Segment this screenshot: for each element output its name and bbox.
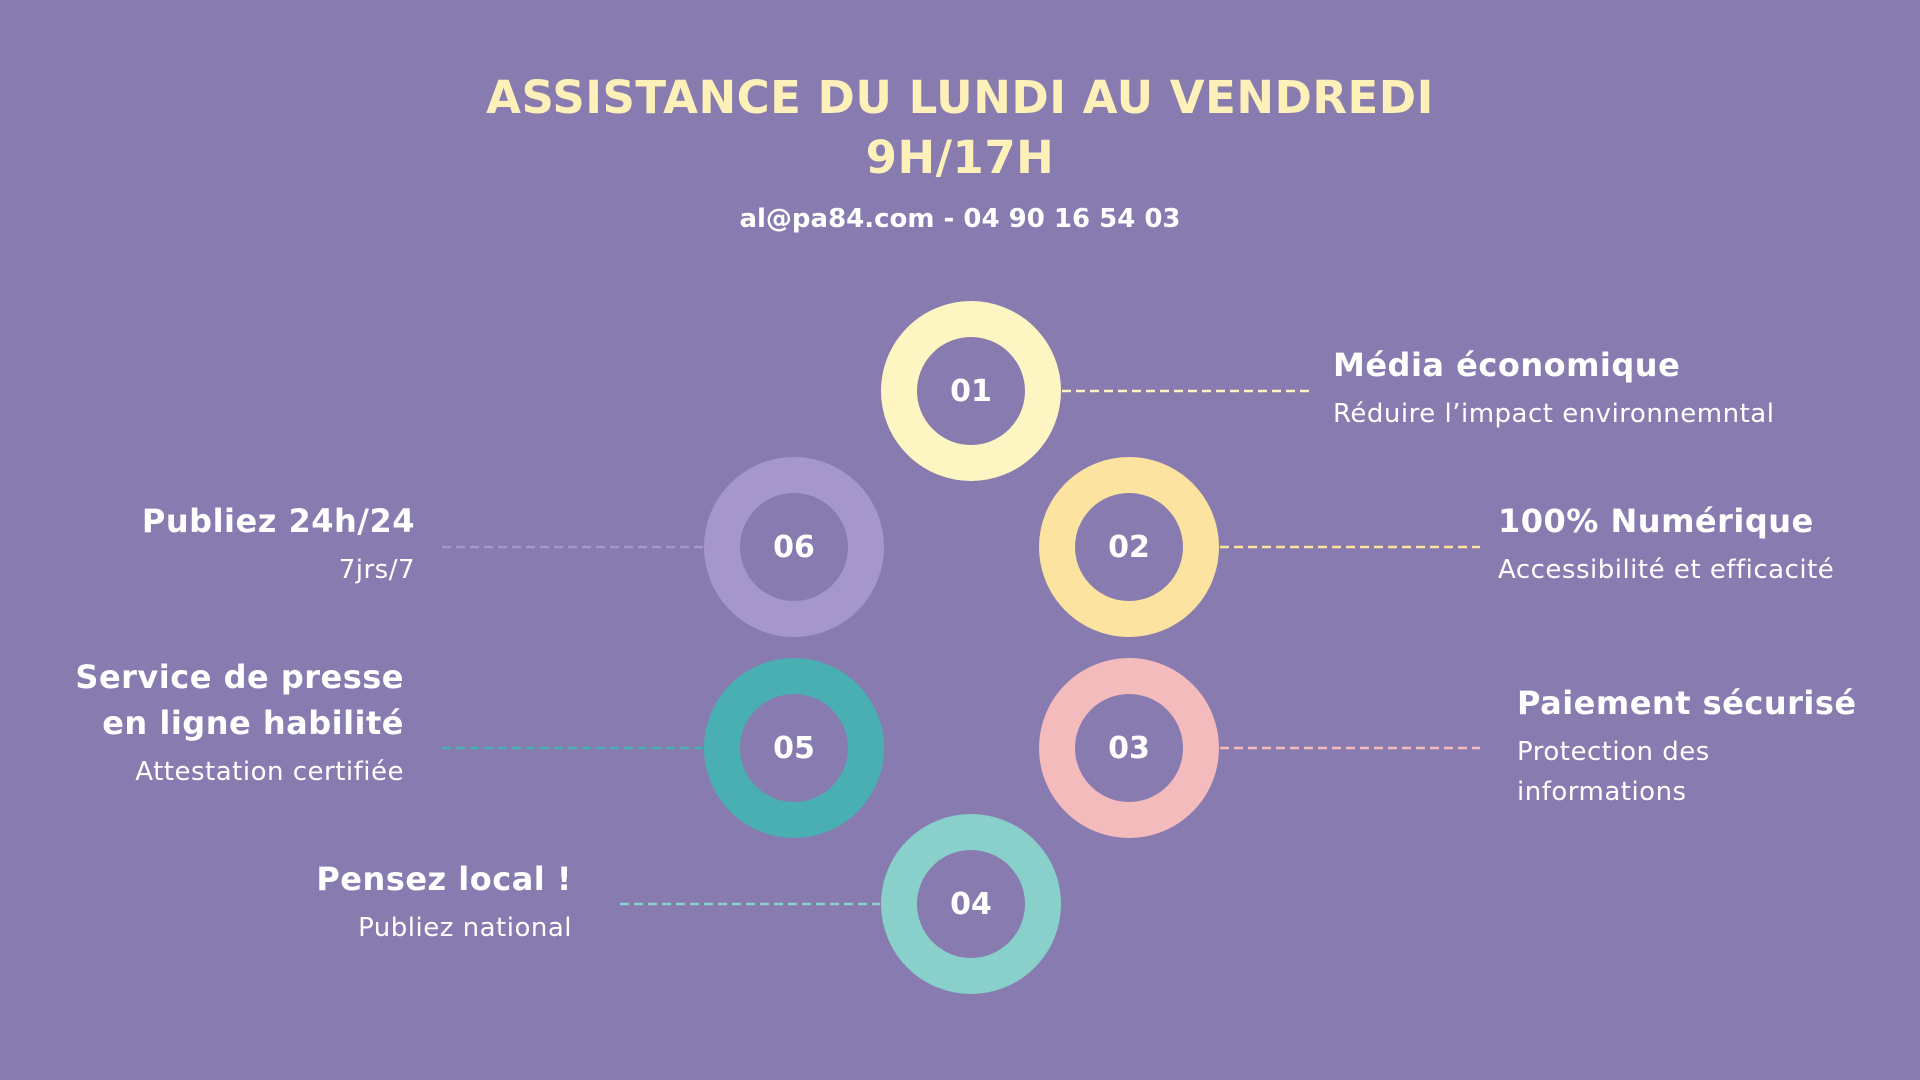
step-01-number: 01 [950,373,992,409]
step-02-ring: 02 [1039,457,1219,637]
step-03-subtitle-line-2: informations [1517,777,1687,807]
step-03-subtitle-line-1: Protection des [1517,737,1710,767]
step-06-label: Publiez 24h/24 7jrs/7 [142,498,415,590]
step-04-ring: 04 [881,814,1061,994]
step-04-title: Pensez local ! [316,860,572,898]
step-05-title-line-1: Service de presse [75,658,404,696]
step-02-label: 100% Numérique Accessibilité et efficaci… [1498,498,1834,590]
step-05-ring: 05 [704,658,884,838]
step-02-number: 02 [1108,529,1150,565]
step-05-title: Service de presse en ligne habilité [75,654,404,746]
step-03-ring: 03 [1039,658,1219,838]
step-01-subtitle: Réduire l’impact environnemntal [1333,399,1775,429]
step-02-subtitle: Accessibilité et efficacité [1498,555,1835,585]
step-05-number: 05 [773,730,815,766]
step-05-label: Service de presse en ligne habilité Atte… [75,654,404,792]
step-04-subtitle: Publiez national [358,913,572,943]
step-01-label: Média économique Réduire l’impact enviro… [1333,342,1774,434]
step-01-ring: 01 [881,301,1061,481]
step-03-title: Paiement sécurisé [1517,684,1857,722]
step-03-number: 03 [1108,730,1150,766]
step-05-title-line-2: en ligne habilité [102,704,404,742]
step-02-title: 100% Numérique [1498,502,1814,540]
step-06-subtitle: 7jrs/7 [338,555,415,585]
step-06-title: Publiez 24h/24 [141,502,415,540]
step-04-number: 04 [950,886,992,922]
step-05-subtitle: Attestation certifiée [135,757,404,787]
step-03-subtitle: Protection des informations [1517,732,1857,812]
page-title: ASSISTANCE DU LUNDI AU VENDREDI [486,71,1434,124]
step-01-title: Média économique [1333,346,1681,384]
step-03-label: Paiement sécurisé Protection des informa… [1517,680,1857,812]
step-04-label: Pensez local ! Publiez national [316,856,572,948]
step-06-ring: 06 [704,457,884,637]
step-06-number: 06 [773,529,815,565]
page-title-hours: 9H/17H [865,131,1055,184]
contact-info: al@pa84.com - 04 90 16 54 03 [739,204,1181,234]
